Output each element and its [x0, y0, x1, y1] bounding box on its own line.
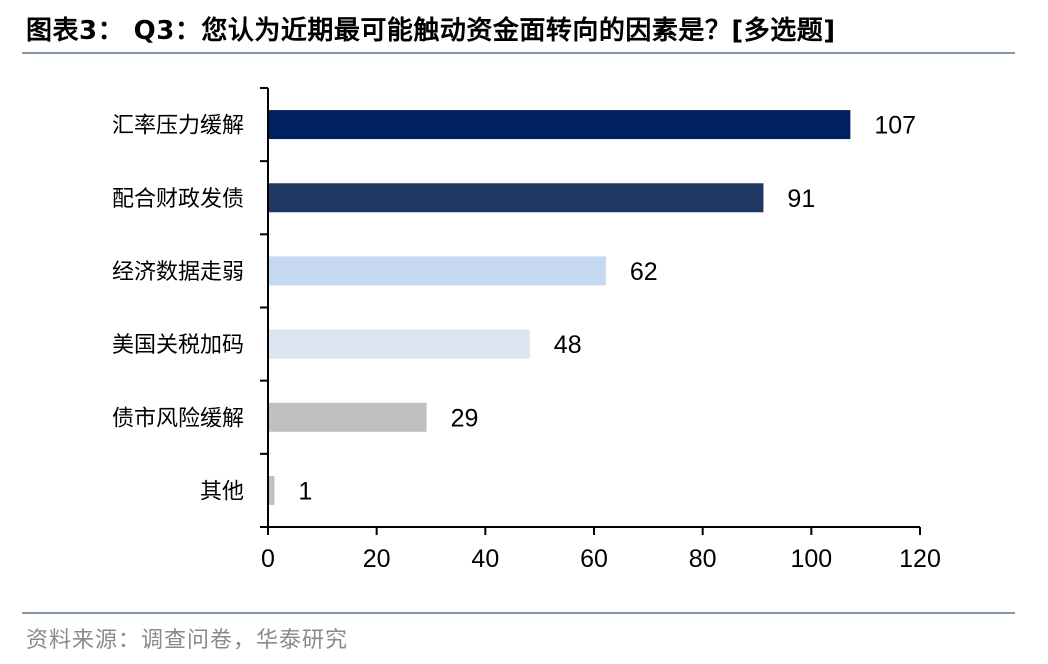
category-label-2: 配合财政发债 — [112, 187, 244, 212]
title-divider — [22, 52, 1015, 54]
page-title: 图表3： Q3：您认为近期最可能触动资金面转向的因素是？[多选题] — [26, 16, 836, 46]
source-note: 资料来源：调查问卷，华泰研究 — [26, 628, 349, 653]
data-label-6: 1 — [298, 477, 312, 505]
bar-2 — [269, 183, 764, 213]
category-label-6: 其他 — [200, 479, 244, 504]
x-tick-label-0: 0 — [261, 545, 275, 573]
category-label-5: 债市风险缓解 — [112, 406, 244, 431]
category-label-4: 美国关税加码 — [112, 333, 244, 358]
bar-3 — [269, 256, 606, 286]
data-label-3: 62 — [630, 258, 658, 286]
category-label-3: 经济数据走弱 — [112, 260, 244, 285]
x-tick-label-4: 80 — [689, 545, 717, 573]
footer-divider — [22, 612, 1015, 614]
x-tick-label-3: 60 — [580, 545, 608, 573]
bar-6 — [269, 475, 275, 505]
bar-4 — [269, 329, 530, 359]
x-tick-label-2: 40 — [471, 545, 499, 573]
bar-5 — [269, 402, 427, 432]
bar-1 — [269, 110, 851, 140]
x-tick-label-6: 120 — [899, 545, 941, 573]
data-label-2: 91 — [787, 185, 815, 213]
data-label-5: 29 — [451, 404, 479, 432]
x-tick-label-5: 100 — [790, 545, 832, 573]
category-label-1: 汇率压力缓解 — [112, 114, 244, 139]
data-label-1: 107 — [874, 112, 916, 140]
data-label-4: 48 — [554, 331, 582, 359]
x-tick-label-1: 20 — [363, 545, 391, 573]
